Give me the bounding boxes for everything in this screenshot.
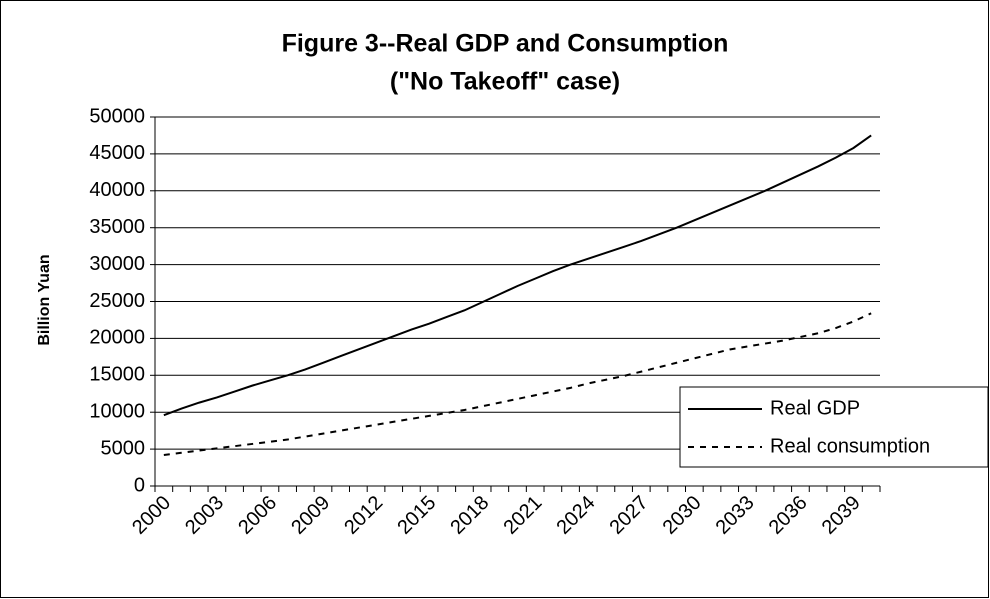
y-tick-label: 0 xyxy=(134,474,145,496)
legend-label: Real GDP xyxy=(770,397,860,419)
y-axis-label: Billion Yuan xyxy=(36,254,53,345)
y-tick-label: 40000 xyxy=(89,179,145,201)
legend-box xyxy=(679,386,989,468)
y-tick-label: 30000 xyxy=(89,253,145,275)
chart-title: Figure 3--Real GDP and Consumption xyxy=(282,30,729,58)
line xyxy=(163,134,872,417)
y-tick-label: 45000 xyxy=(89,142,145,164)
y-tick-label: 50000 xyxy=(89,105,145,127)
y-tick-label: 10000 xyxy=(89,400,145,422)
y-tick-label: 15000 xyxy=(89,364,145,386)
y-tick-label: 35000 xyxy=(89,216,145,238)
legend-label: Real consumption xyxy=(770,435,930,457)
y-tick-label: 5000 xyxy=(101,437,146,459)
chart-title: ("No Takeoff" case) xyxy=(390,68,620,96)
y-tick-label: 20000 xyxy=(89,327,145,349)
line xyxy=(163,312,872,456)
y-tick-label: 25000 xyxy=(89,290,145,312)
